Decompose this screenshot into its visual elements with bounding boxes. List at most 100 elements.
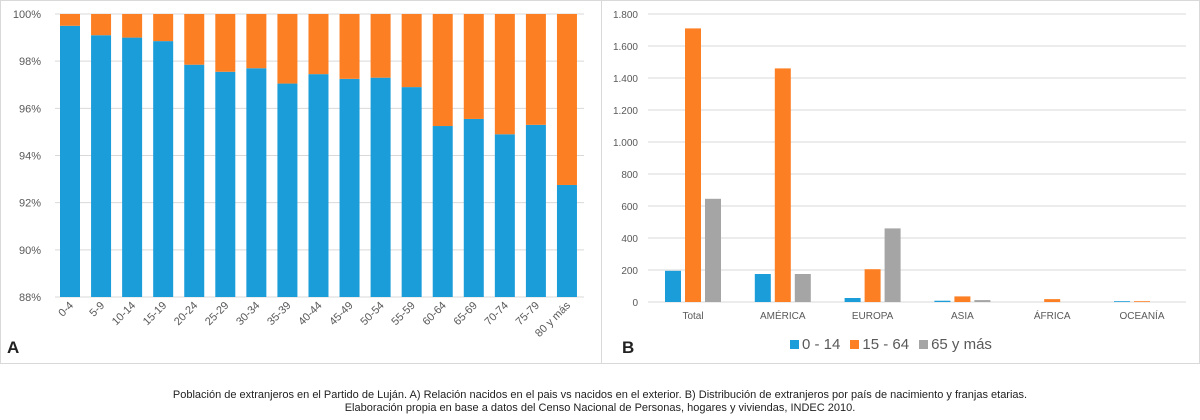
bar xyxy=(974,300,991,302)
bar xyxy=(1134,301,1150,302)
bar-segment xyxy=(308,74,329,297)
bar-segment xyxy=(184,14,205,65)
bar-segment xyxy=(370,77,391,297)
bar-segment xyxy=(308,14,329,75)
bar-segment xyxy=(556,14,577,185)
bar xyxy=(954,296,971,302)
charts-svg: 88%90%92%94%96%98%100%0-4 5-9 10-14 15-19 20… xyxy=(13,9,1186,340)
x-tick-label: 65-69 xyxy=(452,300,480,328)
bar-segment xyxy=(277,14,298,84)
panel-label-a: A xyxy=(7,338,20,357)
y-tick-label: 88% xyxy=(19,292,41,304)
y-tick-label: 800 xyxy=(621,170,638,181)
bar-segment xyxy=(401,87,422,297)
legend-swatch xyxy=(850,340,860,349)
bar xyxy=(774,68,791,303)
legend-item: 65 y más xyxy=(919,336,992,353)
y-tick-label: 400 xyxy=(621,234,638,245)
bar xyxy=(754,274,771,302)
x-tick-label: 20-24 xyxy=(172,300,200,328)
legend-label: 15 - 64 xyxy=(862,336,910,353)
y-tick-label: 94% xyxy=(19,151,41,163)
x-tick-label: 60-64 xyxy=(420,300,448,328)
legend-swatch xyxy=(919,340,929,349)
bar-segment xyxy=(153,14,174,42)
y-tick-label: 1.200 xyxy=(613,106,638,117)
bar-segment xyxy=(463,14,484,119)
bar-segment xyxy=(525,14,546,125)
bar-segment xyxy=(122,37,143,297)
x-tick-label: 40-44 xyxy=(296,300,324,328)
y-tick-label: 0 xyxy=(632,298,638,309)
x-tick-label: AMÉRICA xyxy=(760,309,806,322)
x-tick-label: 25-29 xyxy=(203,300,231,328)
bar xyxy=(665,270,681,302)
bar-segment xyxy=(60,14,80,26)
y-tick-label: 600 xyxy=(621,202,638,213)
x-tick-label: 0-4 xyxy=(56,300,76,320)
x-tick-label: 55-59 xyxy=(389,300,417,328)
x-tick-label: OCEANÍA xyxy=(1119,309,1164,322)
bar-segment xyxy=(370,14,391,78)
bar xyxy=(844,298,861,302)
bar-segment xyxy=(246,68,267,297)
x-tick-label: 45-49 xyxy=(327,300,355,328)
bar xyxy=(864,269,881,302)
y-tick-label: 200 xyxy=(621,266,638,277)
bar-segment xyxy=(432,126,453,297)
x-tick-label: 5-9 xyxy=(87,300,107,320)
y-tick-label: 1.000 xyxy=(613,138,638,149)
y-tick-label: 90% xyxy=(19,245,41,257)
y-tick-label: 1.800 xyxy=(613,10,638,21)
x-tick-label: EUROPA xyxy=(852,311,894,322)
legend-b: 0 - 14 15 - 64 65 y más xyxy=(790,336,992,353)
x-tick-label: 30-34 xyxy=(234,300,262,328)
x-tick-label: 15-19 xyxy=(141,300,169,328)
bar-segment xyxy=(215,14,236,72)
bar-segment xyxy=(60,25,80,298)
legend-label: 65 y más xyxy=(931,336,992,353)
bar-segment xyxy=(494,134,515,297)
legend-item: 15 - 64 xyxy=(850,336,909,353)
bar xyxy=(884,228,901,302)
x-tick-label: 70-74 xyxy=(483,300,511,328)
bar-segment xyxy=(153,41,174,297)
y-tick-label: 98% xyxy=(19,56,41,68)
caption-line-2: Elaboración propia en base a datos del C… xyxy=(344,402,856,414)
y-tick-label: 92% xyxy=(19,198,41,210)
y-tick-label: 1.600 xyxy=(613,42,638,53)
bar-segment xyxy=(494,14,515,135)
y-tick-label: 1.400 xyxy=(613,74,638,85)
bar-segment xyxy=(525,124,546,297)
panel-label-b: B xyxy=(622,338,635,357)
y-tick-label: 100% xyxy=(13,9,41,21)
x-tick-label: 75-79 xyxy=(514,300,542,328)
bar-segment xyxy=(401,14,422,88)
bar xyxy=(1114,301,1130,302)
x-tick-label: 50-54 xyxy=(358,300,386,328)
bar-segment xyxy=(339,14,360,79)
bar xyxy=(794,274,811,302)
bar xyxy=(1044,299,1061,302)
bar-segment xyxy=(215,71,236,297)
bar-segment xyxy=(556,184,577,297)
bar-segment xyxy=(91,14,112,36)
bar xyxy=(934,300,951,302)
x-tick-label: 10-14 xyxy=(110,300,138,328)
y-tick-label: 96% xyxy=(19,103,41,115)
panel-divider xyxy=(601,0,602,363)
caption-line-1: Población de extranjeros en el Partido d… xyxy=(172,389,1028,401)
bar-segment xyxy=(91,35,112,297)
bar-segment xyxy=(432,14,453,127)
legend-swatch xyxy=(790,340,799,349)
bar-segment xyxy=(339,78,360,298)
legend-item: 0 - 14 xyxy=(790,336,840,353)
bar-segment xyxy=(463,118,484,297)
x-tick-label: Total xyxy=(682,311,703,322)
legend-label: 0 - 14 xyxy=(802,336,841,353)
x-tick-label: ASIA xyxy=(951,311,974,322)
bar-segment xyxy=(122,14,143,38)
bar xyxy=(705,198,721,302)
x-tick-label: ÁFRICA xyxy=(1034,309,1071,322)
figure-caption: Población de extranjeros en el Partido d… xyxy=(0,389,1200,415)
